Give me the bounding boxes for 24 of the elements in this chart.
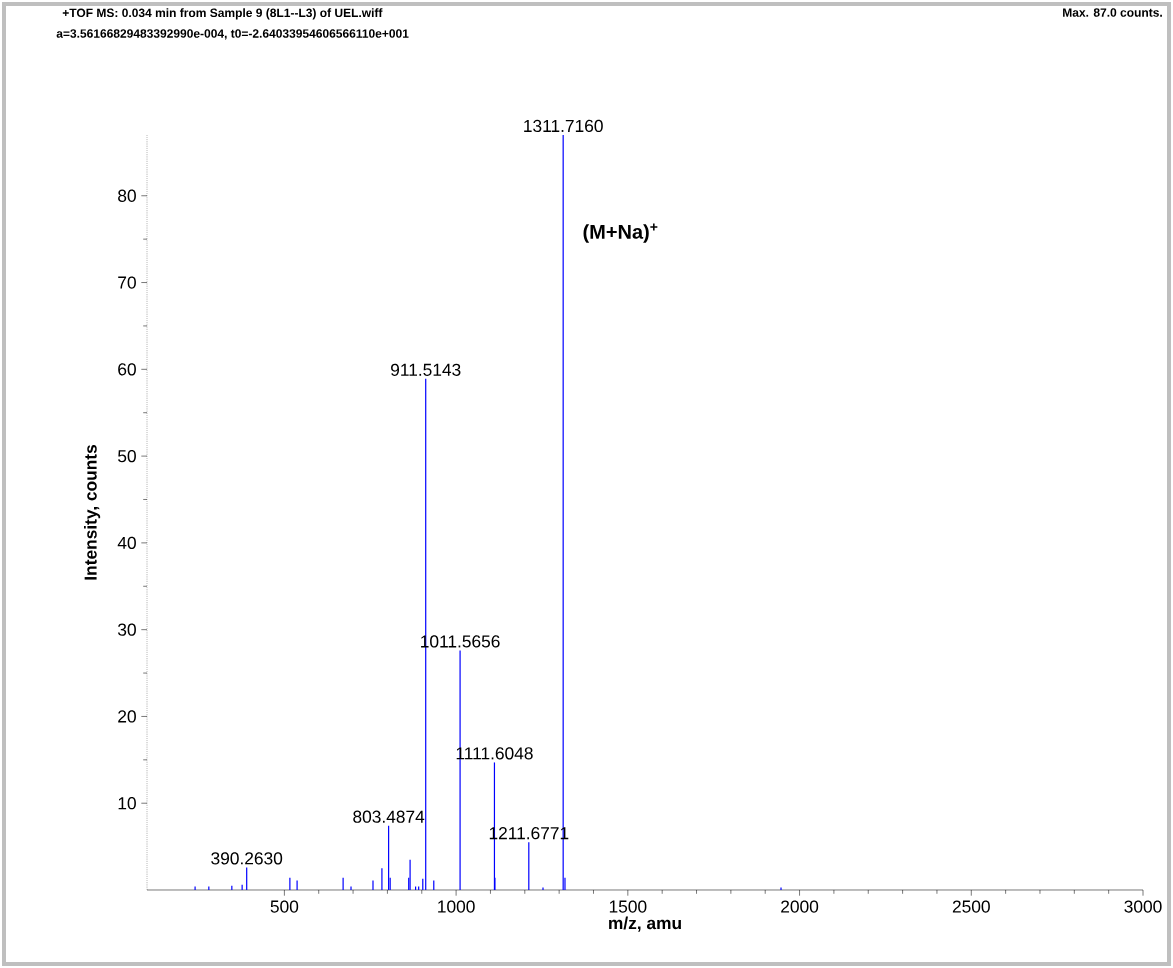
y-tick-label: 10 (118, 797, 136, 810)
x-tick-label: 1000 (438, 900, 475, 913)
annotation: (M+Na)$^{+}$ (583, 223, 658, 243)
y-tick-label: 50 (118, 449, 136, 463)
annotation: 911.5143 (391, 363, 461, 376)
annotation: 1311.7160 (524, 119, 603, 133)
y-tick-label: 30 (117, 623, 136, 636)
text: Max. 87.0 counts. (1063, 8, 1162, 17)
annotation: 390.2630 (211, 852, 283, 865)
chart-subtitle: a=3.56166829483392990e-004, t0=-2.64033954606566110e+001 (56, 29, 409, 40)
y-tick-label: 40 (117, 536, 136, 550)
chart-title: +TOF MS: 0.034 min from Sample 9 (8L1--L3) of UEL.wiff (62, 8, 383, 20)
y-tick-label: 60 (118, 363, 136, 376)
x-tick-label: 500 (270, 900, 299, 913)
y-tick-label: 80 (118, 189, 136, 202)
x-tick-label: 3000 (1124, 900, 1162, 913)
x-tick-label: 2000 (781, 900, 819, 913)
y-axis-title: Intensity, counts (84, 445, 101, 580)
x-axis-title: m/z, amu (609, 916, 681, 932)
y-tick-label: 70 (118, 276, 136, 289)
y-tick-label: 20 (118, 710, 136, 723)
x-tick-label: 1500 (609, 900, 647, 913)
annotation: 803.4874 (353, 810, 425, 823)
x-tick-label: 2500 (952, 900, 990, 913)
